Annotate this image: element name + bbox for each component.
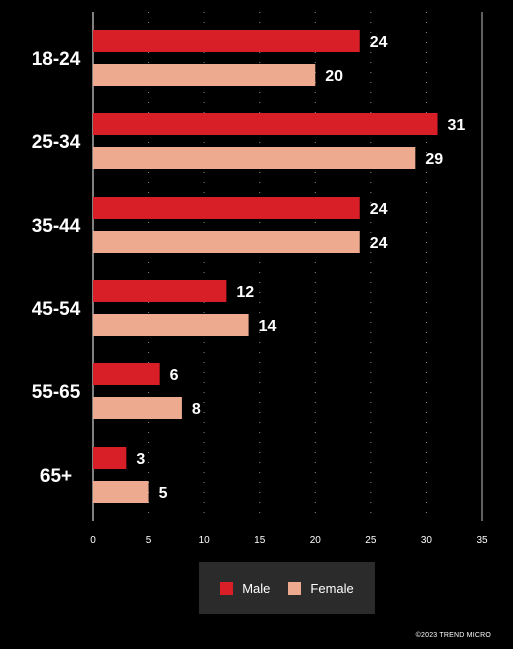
data-label: 3 bbox=[136, 451, 145, 468]
x-tick-label: 10 bbox=[199, 535, 211, 546]
legend-label-male: Male bbox=[242, 580, 271, 596]
category-label: 25-34 bbox=[32, 132, 81, 153]
data-label: 29 bbox=[425, 151, 443, 168]
category-label: 45-54 bbox=[32, 299, 81, 320]
data-label: 24 bbox=[370, 201, 388, 218]
bar-female bbox=[93, 481, 149, 503]
data-label: 14 bbox=[259, 318, 277, 335]
bar-female bbox=[93, 314, 249, 336]
category-label: 35-44 bbox=[32, 216, 81, 237]
bar-female bbox=[93, 231, 360, 253]
data-label: 12 bbox=[236, 284, 254, 301]
labels: 0 5 10 15 20 25 30 3518-24242025-34312935-44242… bbox=[32, 34, 488, 546]
bar-male bbox=[93, 363, 160, 385]
x-tick-label: 0 bbox=[90, 535, 96, 546]
legend-item-female: Female bbox=[288, 580, 354, 596]
bar-chart: 0 5 10 15 20 25 30 3518-24242025-34312935-44242… bbox=[32, 12, 488, 546]
data-label: 6 bbox=[170, 367, 179, 384]
x-tick-label: 20 bbox=[310, 535, 322, 546]
bar-male bbox=[93, 30, 360, 52]
data-label: 8 bbox=[192, 401, 201, 418]
bar-female bbox=[93, 147, 416, 169]
x-tick-label: 25 bbox=[365, 535, 377, 546]
category-label: 18-24 bbox=[32, 49, 81, 70]
x-tick-label: 15 bbox=[254, 535, 266, 546]
legend-item-male: Male bbox=[220, 581, 270, 596]
copyright-footer: ©2023 TREND MICRO bbox=[415, 632, 491, 639]
legend-label-female: Female bbox=[310, 580, 354, 596]
bar-female bbox=[93, 397, 182, 419]
data-label: 5 bbox=[159, 485, 168, 502]
x-tick-label: 35 bbox=[476, 535, 488, 546]
legend: Male Female bbox=[199, 562, 375, 614]
legend-swatch-male bbox=[220, 581, 234, 595]
data-label: 24 bbox=[370, 235, 388, 252]
category-label: 65+ bbox=[40, 466, 72, 487]
bar-male bbox=[93, 197, 360, 219]
bar-male bbox=[93, 113, 438, 135]
grid-lines bbox=[92, 12, 483, 521]
x-tick-label: 30 bbox=[421, 535, 433, 546]
data-label: 20 bbox=[325, 68, 343, 85]
category-label: 55-65 bbox=[32, 382, 81, 403]
bars bbox=[93, 30, 438, 503]
bar-male bbox=[93, 280, 227, 302]
x-tick-label: 5 bbox=[146, 535, 152, 546]
bar-male bbox=[93, 447, 127, 469]
data-label: 31 bbox=[448, 117, 466, 134]
bar-female bbox=[93, 64, 316, 86]
legend-swatch-female bbox=[288, 581, 302, 595]
data-label: 24 bbox=[370, 34, 388, 51]
